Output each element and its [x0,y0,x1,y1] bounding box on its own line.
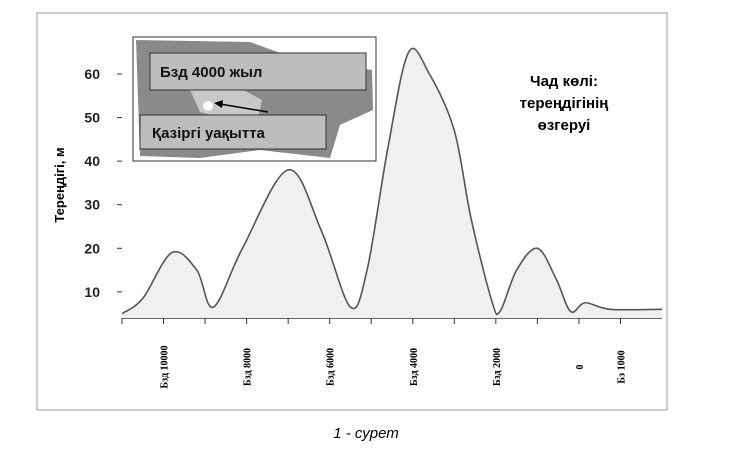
x-tick-label: Бзд 4000 [409,348,420,386]
y-tick-label: 50 [84,110,100,126]
x-tick-label: Бз 1000 [616,350,627,383]
y-axis-label: Тереңдігі, м [52,147,67,222]
area-fill [122,48,662,319]
x-tick-label: Бзд 10000 [160,345,171,388]
y-tick-label: 30 [84,197,100,213]
inset-label: Қазіргі уақытта [152,125,266,142]
inset-arrowhead [214,100,223,108]
caption: 1 - сурет [333,425,399,442]
map-lake-now [203,101,213,111]
x-tick-label: Бзд 6000 [326,348,337,386]
x-tick-label: 0 [575,365,586,370]
annotation: тереңдігінің [520,95,609,112]
x-tick-label: Бзд 8000 [243,348,254,386]
inset-label-box [139,114,327,150]
y-tick-label: 20 [84,240,100,256]
inset-label-box [149,52,367,91]
map-lake [190,88,262,120]
y-tick-label: 10 [84,284,100,300]
annotation: өзгеруі [538,117,591,134]
inset-label: Бзд 4000 жыл [160,64,262,81]
inset-arrow [219,103,269,113]
x-tick-label: Бзд 2000 [492,348,503,386]
depth-line [121,47,663,316]
plot-area: 10 20 30 40 50 60 Бзд 10000 Бзд 8000 Бзд 6000 Бзд… [84,47,663,389]
annotation: Чад көлі: [530,73,598,90]
y-tick-label: 40 [84,153,100,169]
y-tick-label: 60 [84,66,100,82]
inset-map: Бзд 4000 жыл Қазіргі уақытта [132,36,377,162]
